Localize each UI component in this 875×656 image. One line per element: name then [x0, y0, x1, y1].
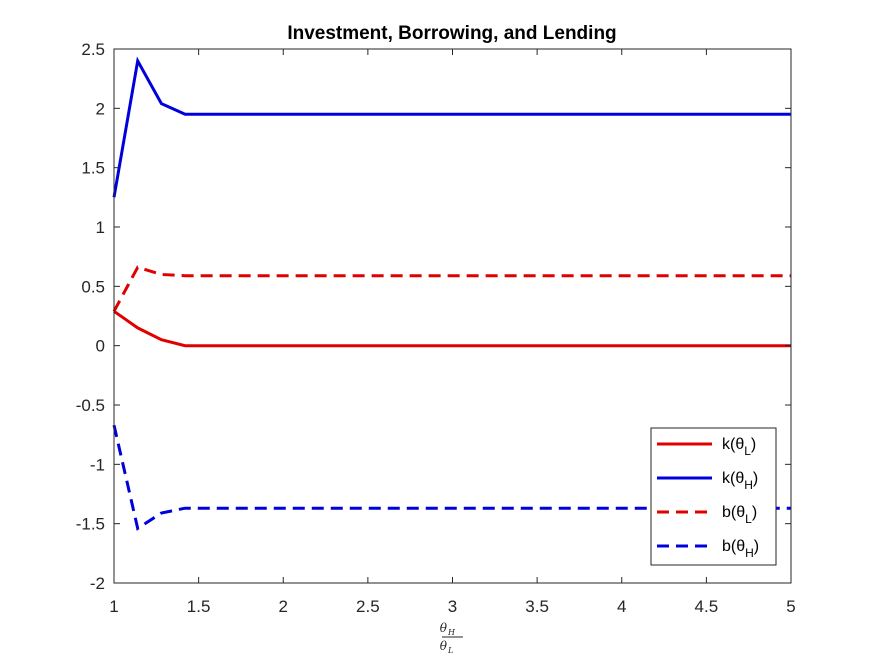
- y-tick-label: 0: [96, 337, 105, 356]
- y-tick-label: -2: [90, 574, 105, 593]
- y-tick-label: 1.5: [81, 159, 105, 178]
- y-tick-label: -1: [90, 455, 105, 474]
- legend-label: b(θH): [722, 538, 759, 560]
- legend: k(θL) k(θH) b(θL) b(θH): [650, 427, 777, 566]
- y-tick-label: -0.5: [76, 396, 105, 415]
- legend-label: k(θH): [722, 470, 758, 492]
- legend-box: [650, 427, 777, 566]
- y-tick-label: 2: [96, 99, 105, 118]
- x-tick-label: 2.5: [356, 597, 380, 616]
- legend-items: k(θL) k(θH) b(θL) b(θH): [657, 436, 759, 560]
- x-label-numerator: θ: [440, 621, 448, 635]
- x-tick-label: 2: [279, 597, 288, 616]
- axes-layer: 1 1.5 2 2.5 3 3.5 4 4.5 5 -2 -1.5 -1 -0.5 0 0.5 1 1.5 2 2.…: [76, 40, 796, 616]
- x-tick-label: 3: [448, 597, 457, 616]
- y-tick-label: 2.5: [81, 40, 105, 59]
- legend-label: k(θL): [722, 436, 756, 458]
- x-tick-label: 1.5: [187, 597, 211, 616]
- x-label-denominator-sub: L: [447, 646, 453, 655]
- series-line-1: [113, 310, 791, 348]
- chart-title: Investment, Borrowing, and Lending: [287, 23, 616, 44]
- series-line-2: [112, 56, 791, 198]
- y-tick-label: -1.5: [76, 515, 105, 534]
- x-tick-label: 5: [786, 597, 795, 616]
- x-tick-label: 3.5: [525, 597, 549, 616]
- x-label-denominator: θ: [440, 639, 448, 653]
- y-tick-label: 0.5: [81, 277, 105, 296]
- x-tick-label: 1: [109, 597, 118, 616]
- x-tick-label: 4.5: [695, 597, 719, 616]
- series-layer: [112, 56, 791, 531]
- x-axis-label: θ H θ L: [440, 621, 463, 655]
- legend-label: b(θL): [722, 504, 757, 526]
- x-tick-label: 4: [617, 597, 626, 616]
- y-tick-label: 1: [96, 218, 105, 237]
- x-label-numerator-sub: H: [447, 628, 456, 637]
